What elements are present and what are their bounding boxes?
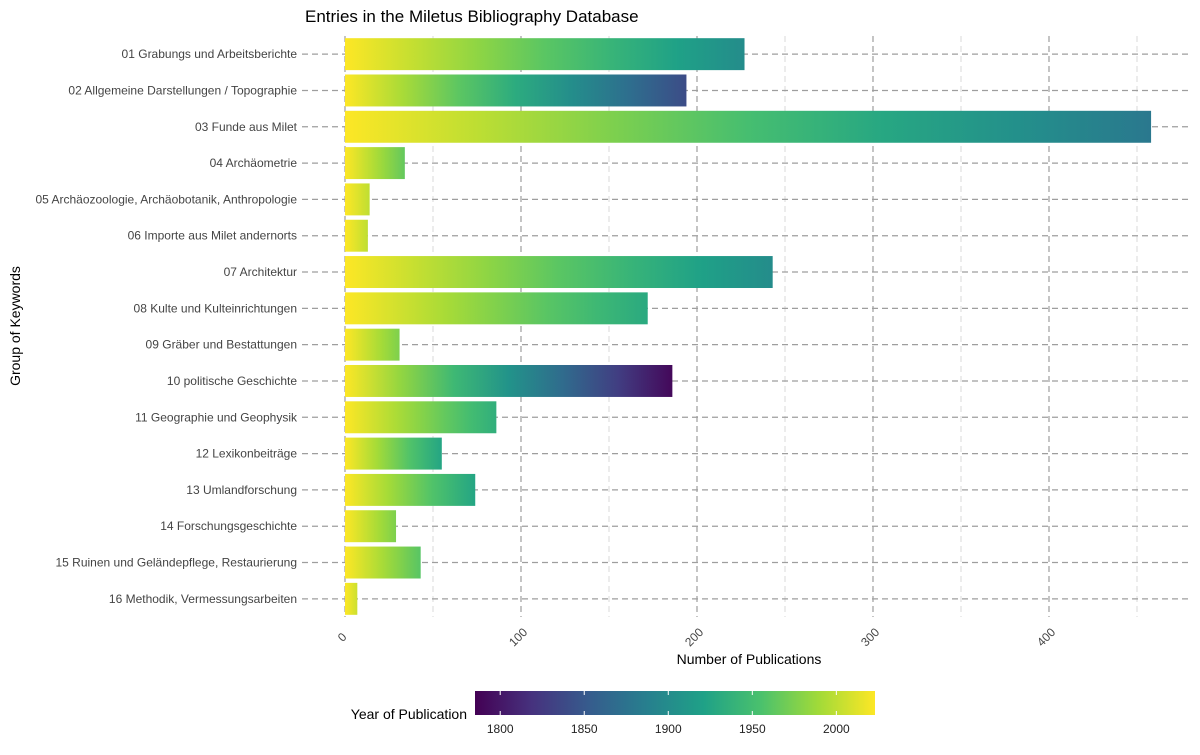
y-tick-label: 08 Kulte und Kulteinrichtungen bbox=[134, 301, 297, 315]
y-tick-label: 16 Methodik, Vermessungsarbeiten bbox=[109, 592, 297, 606]
y-tick-label: 10 politische Geschichte bbox=[167, 374, 297, 388]
bar bbox=[345, 473, 476, 506]
y-tick-label: 07 Architektur bbox=[224, 265, 297, 279]
y-tick-label: 02 Allgemeine Darstellungen / Topographi… bbox=[68, 83, 297, 97]
legend-tick-label: 2000 bbox=[823, 722, 850, 736]
y-axis-title: Group of Keywords bbox=[7, 266, 23, 386]
legend-tick-label: 1850 bbox=[571, 722, 598, 736]
legend: Year of Publication 1800 1850 1900 1950 2000 bbox=[351, 691, 875, 736]
legend-tick-label: 1800 bbox=[487, 722, 514, 736]
y-tick-label: 04 Archäometrie bbox=[210, 156, 298, 170]
bars-layer bbox=[345, 38, 1152, 615]
bar bbox=[345, 38, 745, 71]
chart-title: Entries in the Miletus Bibliography Data… bbox=[305, 7, 639, 26]
y-tick-label: 11 Geographie und Geophysik bbox=[135, 410, 298, 424]
legend-title: Year of Publication bbox=[351, 706, 467, 722]
y-tick-label: 12 Lexikonbeiträge bbox=[196, 447, 298, 461]
y-tick-label: 13 Umlandforschung bbox=[186, 483, 297, 497]
y-tick-label: 01 Grabungs und Arbeitsberichte bbox=[122, 47, 298, 61]
legend-tick-label: 1950 bbox=[739, 722, 766, 736]
bar bbox=[345, 183, 370, 216]
bar bbox=[345, 256, 773, 289]
bar bbox=[345, 546, 421, 579]
bar bbox=[345, 110, 1152, 143]
bar bbox=[345, 292, 648, 325]
y-tick-label: 09 Gräber und Bestattungen bbox=[146, 338, 297, 352]
bar bbox=[345, 510, 397, 543]
bar bbox=[345, 328, 400, 361]
bar bbox=[345, 437, 442, 470]
y-tick-label: 06 Importe aus Milet andernorts bbox=[128, 229, 297, 243]
bar bbox=[345, 582, 358, 615]
legend-colorbar bbox=[475, 691, 875, 715]
y-tick-label: 03 Funde aus Milet bbox=[195, 120, 298, 134]
legend-tick-label: 1900 bbox=[655, 722, 682, 736]
bar bbox=[345, 147, 405, 180]
y-tick-label: 14 Forschungsgeschichte bbox=[160, 519, 297, 533]
bar bbox=[345, 74, 687, 107]
bar bbox=[345, 401, 497, 434]
y-tick-labels: 01 Grabungs und Arbeitsberichte 02 Allgem… bbox=[35, 47, 298, 606]
y-tick-label: 15 Ruinen und Geländepflege, Restaurieru… bbox=[55, 556, 297, 570]
y-tick-label: 05 Archäozoologie, Archäobotanik, Anthro… bbox=[35, 192, 297, 206]
bar bbox=[345, 364, 673, 397]
bar bbox=[345, 219, 368, 252]
legend-ticks: 1800 1850 1900 1950 2000 bbox=[487, 691, 850, 736]
x-axis-title: Number of Publications bbox=[677, 651, 822, 667]
